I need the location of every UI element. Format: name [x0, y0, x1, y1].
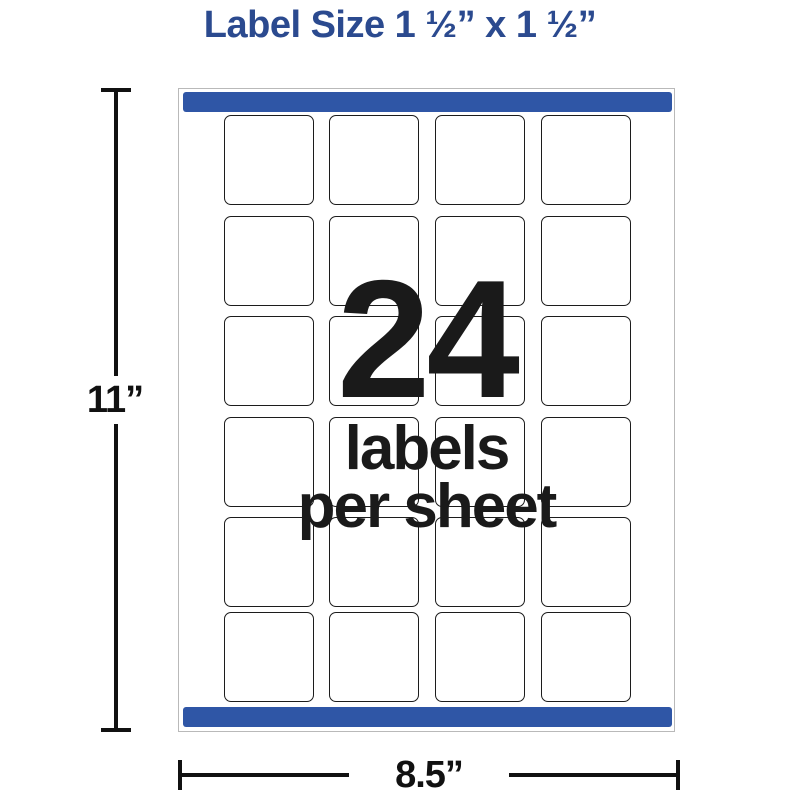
label-grid	[224, 115, 634, 702]
label-cell	[224, 517, 314, 607]
label-cell	[224, 417, 314, 507]
width-dimension-tick-left	[178, 760, 182, 790]
label-cell	[329, 316, 419, 406]
width-dimension-tick-right	[676, 760, 680, 790]
label-cell	[435, 316, 525, 406]
page-title: Label Size 1 ½” x 1 ½”	[203, 4, 597, 46]
label-cell	[329, 517, 419, 607]
label-cell	[541, 316, 631, 406]
blue-footer-bar	[183, 707, 672, 727]
blue-header-bar	[183, 92, 672, 112]
label-cell	[329, 115, 419, 205]
label-cell	[435, 517, 525, 607]
label-cell	[329, 612, 419, 702]
label-cell	[541, 612, 631, 702]
label-cell	[541, 517, 631, 607]
label-cell	[329, 417, 419, 507]
label-cell	[224, 115, 314, 205]
label-cell	[224, 316, 314, 406]
label-cell	[329, 216, 419, 306]
height-dimension-label: 11”	[60, 376, 170, 424]
label-cell	[435, 216, 525, 306]
label-sheet	[178, 88, 675, 732]
label-cell	[224, 216, 314, 306]
label-cell	[541, 216, 631, 306]
width-dimension-label: 8.5”	[349, 752, 509, 798]
height-dimension-tick-bottom	[101, 728, 131, 732]
label-cell	[541, 417, 631, 507]
label-cell	[435, 417, 525, 507]
label-cell	[435, 115, 525, 205]
height-dimension-tick-top	[101, 88, 131, 92]
label-cell	[541, 115, 631, 205]
label-cell	[224, 612, 314, 702]
label-cell	[435, 612, 525, 702]
